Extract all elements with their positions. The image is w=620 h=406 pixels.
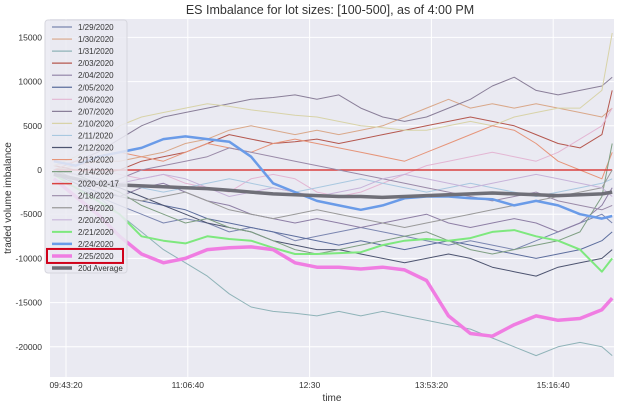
y-axis-label: traded volume imbalance xyxy=(3,142,14,254)
series-line-2-20-2020 xyxy=(53,169,613,197)
legend-box xyxy=(44,19,128,274)
legend-label: 1/31/2020 xyxy=(78,47,114,56)
legend-label: 2/25/2020 xyxy=(78,252,114,261)
x-tick-label: 15:16:40 xyxy=(537,380,570,390)
legend-label: 2/04/2020 xyxy=(78,71,114,80)
legend-label: 2/13/2020 xyxy=(78,156,114,165)
legend-label: 1/30/2020 xyxy=(78,35,114,44)
legend-label: 2/10/2020 xyxy=(78,119,114,128)
legend-label: 2/05/2020 xyxy=(78,83,114,92)
x-tick-label: 13:53:20 xyxy=(415,380,448,390)
y-tick-labels: -20000 -15000 -10000 -5000 0 5000 10000 15000 xyxy=(16,32,43,351)
series-line-20d-Average xyxy=(53,172,613,200)
series-line-1-29-2020 xyxy=(53,178,613,251)
legend-label: 2/20/2020 xyxy=(78,216,114,225)
y-tick-label: -10000 xyxy=(16,253,43,263)
legend: 1/29/2020 1/30/2020 1/31/2020 2/03/2020 2/04… xyxy=(44,19,128,274)
legend-label: 2020-02-17 xyxy=(78,180,119,189)
legend-label: 2/21/2020 xyxy=(78,228,114,237)
y-tick-label: 0 xyxy=(37,165,42,175)
series-line-2-25-2020 xyxy=(52,177,614,338)
x-tick-labels: 09:43:20 11:06:40 12:30 13:53:20 15:16:40 xyxy=(49,380,570,390)
series-line-2-24-2020 xyxy=(53,135,613,220)
legend-label: 2/18/2020 xyxy=(78,192,114,201)
y-tick-label: -15000 xyxy=(16,298,43,308)
legend-label: 2/19/2020 xyxy=(78,204,114,213)
chart-title: ES Imbalance for lot sizes: [100-500], a… xyxy=(186,3,474,17)
y-tick-label: -5000 xyxy=(20,209,42,219)
series-line-2-07-2020 xyxy=(53,76,613,171)
y-tick-label: 10000 xyxy=(18,77,42,87)
legend-label: 2/12/2020 xyxy=(78,144,114,153)
legend-label: 2/07/2020 xyxy=(78,107,114,116)
series-lines xyxy=(52,32,614,357)
x-tick-label: 12:30 xyxy=(299,380,321,390)
y-tick-label: -20000 xyxy=(16,342,43,352)
legend-label: 20d Average xyxy=(78,264,123,273)
series-line-2-10-2020 xyxy=(53,32,613,167)
legend-label: 2/03/2020 xyxy=(78,59,114,68)
x-tick-label: 09:43:20 xyxy=(49,380,82,390)
series-line-2-14-2020 xyxy=(53,143,613,255)
y-tick-label: 15000 xyxy=(18,32,42,42)
legend-label: 2/06/2020 xyxy=(78,95,114,104)
legend-highlight-box xyxy=(46,247,124,264)
plot-area xyxy=(50,19,614,377)
series-line-2-05-2020 xyxy=(53,173,613,259)
legend-label: 2/11/2020 xyxy=(78,131,114,140)
x-tick-label: 11:06:40 xyxy=(172,380,205,390)
legend-label: 1/29/2020 xyxy=(78,23,114,32)
series-line-1-30-2020 xyxy=(53,98,613,171)
y-tick-label: 5000 xyxy=(23,121,42,131)
x-axis-label: time xyxy=(323,393,342,404)
series-line-2-21-2020 xyxy=(53,173,613,273)
legend-label: 2/14/2020 xyxy=(78,168,114,177)
legend-label: 2/24/2020 xyxy=(78,240,114,249)
series-line-2-13-2020 xyxy=(53,125,613,180)
series-line-2-03-2020 xyxy=(53,90,613,175)
